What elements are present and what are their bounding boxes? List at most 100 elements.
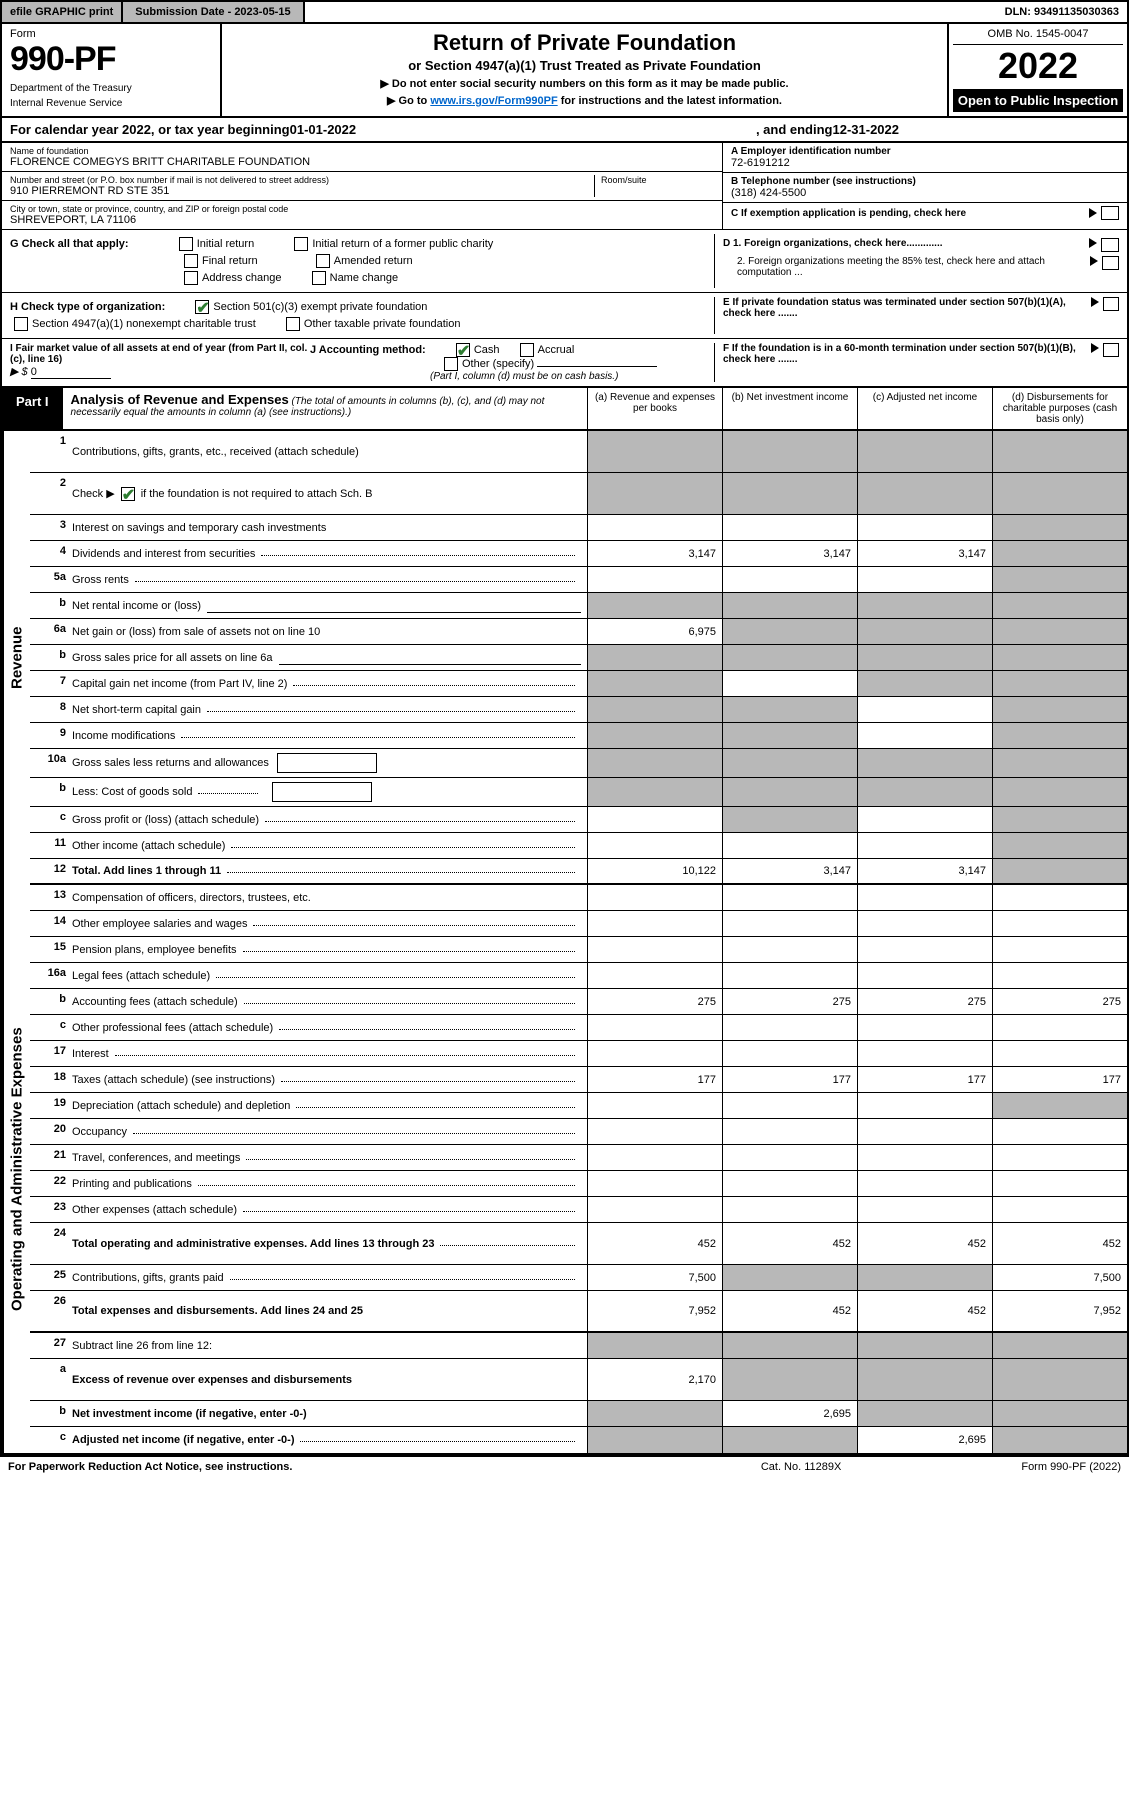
j-other: Other (specify) — [462, 358, 534, 370]
col-b-header: (b) Net investment income — [722, 388, 857, 429]
g-amended-checkbox[interactable] — [316, 254, 330, 268]
row-10c: c Gross profit or (loss) (attach schedul… — [30, 807, 1127, 833]
cell-d: 452 — [992, 1223, 1127, 1264]
line-num: 19 — [30, 1093, 70, 1118]
line-desc: Net investment income (if negative, ente… — [70, 1401, 587, 1426]
cell-a: 275 — [587, 989, 722, 1014]
tax-year: 2022 — [953, 45, 1123, 87]
line-num: 8 — [30, 697, 70, 722]
cell-a: 452 — [587, 1223, 722, 1264]
row-16a: 16aLegal fees (attach schedule) — [30, 963, 1127, 989]
calendar-year-row: For calendar year 2022, or tax year begi… — [0, 118, 1129, 143]
line-desc: Other income (attach schedule) — [70, 833, 587, 858]
c-checkbox[interactable] — [1101, 206, 1119, 220]
h-other-checkbox[interactable] — [286, 317, 300, 331]
line-desc: Excess of revenue over expenses and disb… — [70, 1359, 587, 1400]
h-501c3-checkbox[interactable] — [195, 300, 209, 314]
line-desc: Printing and publications — [70, 1171, 587, 1196]
row-3: 3 Interest on savings and temporary cash… — [30, 515, 1127, 541]
g-label: G Check all that apply: — [10, 238, 129, 250]
line-desc: Check ▶ if the foundation is not require… — [70, 473, 587, 514]
line-desc: Contributions, gifts, grants, etc., rece… — [70, 431, 587, 472]
ein-label: A Employer identification number — [731, 146, 1119, 157]
row-11: 11 Other income (attach schedule) — [30, 833, 1127, 859]
row-27: 27Subtract line 26 from line 12: — [30, 1333, 1127, 1359]
d2-checkbox[interactable] — [1102, 256, 1119, 270]
line-desc: Compensation of officers, directors, tru… — [70, 885, 587, 910]
col-a-header: (a) Revenue and expenses per books — [587, 388, 722, 429]
check-post: if the foundation is not required to att… — [141, 488, 373, 500]
cat-no: Cat. No. 11289X — [761, 1461, 842, 1473]
row-22: 22Printing and publications — [30, 1171, 1127, 1197]
cal-end: 12-31-2022 — [833, 122, 900, 137]
row-21: 21Travel, conferences, and meetings — [30, 1145, 1127, 1171]
cell-a: 177 — [587, 1067, 722, 1092]
line-desc: Less: Cost of goods sold — [70, 778, 587, 806]
schb-checkbox[interactable] — [121, 487, 135, 501]
line-desc: Dividends and interest from securities — [70, 541, 587, 566]
line-desc: Total operating and administrative expen… — [70, 1223, 587, 1264]
cell-c: 452 — [857, 1223, 992, 1264]
irs-link[interactable]: www.irs.gov/Form990PF — [430, 95, 557, 107]
name-label: Name of foundation — [10, 146, 714, 156]
g-address-checkbox[interactable] — [184, 271, 198, 285]
line-num: b — [30, 1401, 70, 1426]
line-desc: Other professional fees (attach schedule… — [70, 1015, 587, 1040]
cell-b: 452 — [722, 1223, 857, 1264]
line-num: c — [30, 1427, 70, 1453]
f-checkbox[interactable] — [1103, 343, 1119, 357]
e-checkbox[interactable] — [1103, 297, 1119, 311]
dept-treasury: Department of the Treasury — [10, 83, 212, 94]
line-desc: Adjusted net income (if negative, enter … — [70, 1427, 587, 1453]
line-num: 12 — [30, 859, 70, 883]
line-desc: Legal fees (attach schedule) — [70, 963, 587, 988]
line-num: 5a — [30, 567, 70, 592]
j-cash-checkbox[interactable] — [456, 343, 470, 357]
line-num: a — [30, 1359, 70, 1400]
line-desc: Net gain or (loss) from sale of assets n… — [70, 619, 587, 644]
row-10a: 10a Gross sales less returns and allowan… — [30, 749, 1127, 778]
h-4947: Section 4947(a)(1) nonexempt charitable … — [32, 318, 256, 330]
efile-print-button[interactable]: efile GRAPHIC print — [2, 2, 123, 22]
phone-value: (318) 424-5500 — [731, 187, 1119, 199]
dln: DLN: 93491135030363 — [997, 2, 1127, 22]
g-initial: Initial return — [197, 238, 254, 250]
entity-block: Name of foundation FLORENCE COMEGYS BRIT… — [0, 143, 1129, 230]
g-name-checkbox[interactable] — [312, 271, 326, 285]
line-desc: Net rental income or (loss) — [70, 593, 587, 618]
instr-ssn: ▶ Do not enter social security numbers o… — [242, 77, 927, 90]
line-num: 25 — [30, 1265, 70, 1290]
row-16c: cOther professional fees (attach schedul… — [30, 1015, 1127, 1041]
cell-a: 3,147 — [587, 541, 722, 566]
line-num: c — [30, 807, 70, 832]
cell-c: 177 — [857, 1067, 992, 1092]
line-num: 23 — [30, 1197, 70, 1222]
cell-b: 275 — [722, 989, 857, 1014]
cell-c: 452 — [857, 1291, 992, 1331]
h-4947-checkbox[interactable] — [14, 317, 28, 331]
d1-checkbox[interactable] — [1101, 238, 1119, 252]
j-accrual-checkbox[interactable] — [520, 343, 534, 357]
omb-number: OMB No. 1545-0047 — [953, 28, 1123, 45]
expenses-side-label: Operating and Administrative Expenses — [2, 885, 30, 1453]
row-17: 17Interest — [30, 1041, 1127, 1067]
d1-label: D 1. Foreign organizations, check here..… — [723, 238, 943, 252]
cell-a: 7,500 — [587, 1265, 722, 1290]
line-num: b — [30, 989, 70, 1014]
line-num: 7 — [30, 671, 70, 696]
cell-c: 3,147 — [857, 859, 992, 883]
checks-i-j-f: I Fair market value of all assets at end… — [0, 339, 1129, 388]
g-initial-checkbox[interactable] — [179, 237, 193, 251]
row-27b: bNet investment income (if negative, ent… — [30, 1401, 1127, 1427]
dept-irs: Internal Revenue Service — [10, 98, 212, 109]
row-5b: b Net rental income or (loss) — [30, 593, 1127, 619]
g-final-checkbox[interactable] — [184, 254, 198, 268]
f-label: F If the foundation is in a 60-month ter… — [723, 343, 1091, 365]
form-subtitle: or Section 4947(a)(1) Trust Treated as P… — [242, 58, 927, 73]
checks-h-e: H Check type of organization: Section 50… — [0, 293, 1129, 339]
line-num: 15 — [30, 937, 70, 962]
open-public-badge: Open to Public Inspection — [953, 89, 1123, 112]
line-desc: Gross sales less returns and allowances — [70, 749, 587, 777]
arrow-icon — [1090, 256, 1098, 266]
g-initial-former-checkbox[interactable] — [294, 237, 308, 251]
